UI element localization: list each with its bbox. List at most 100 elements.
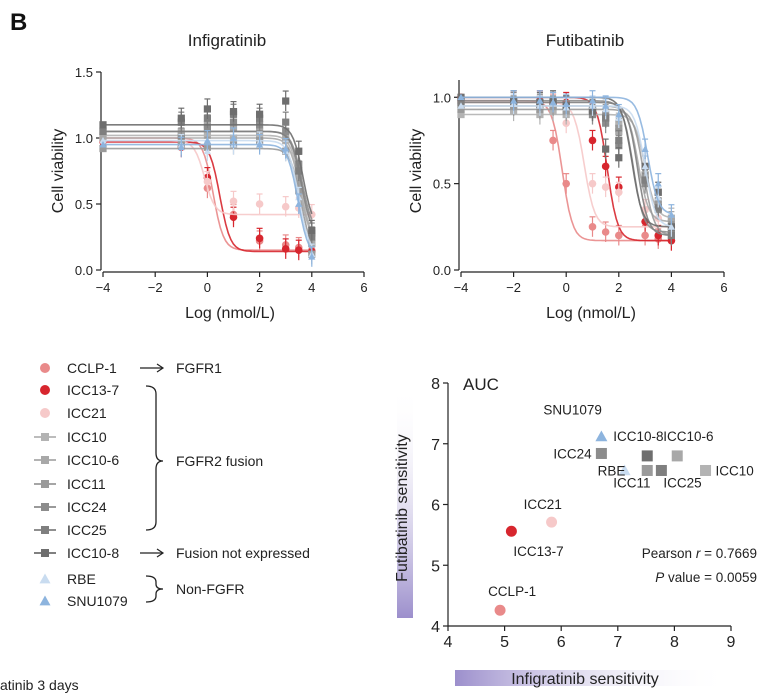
data-point [281,202,290,211]
scatter-point [505,525,517,537]
data-point [602,102,610,109]
group-label-non-fgfr: Non-FGFR [176,581,244,597]
data-point [99,141,107,148]
infigratinib-gradient-wedge [455,670,730,686]
data-point [281,245,290,253]
data-point [588,136,597,145]
footer-text: atinib 3 days [0,677,79,693]
data-point [203,105,211,113]
x-tick-label: 4 [308,280,315,295]
x-tick-label: 0 [204,280,211,295]
data-point [99,137,107,144]
data-point [562,100,570,108]
chart-title: AUC [463,375,499,394]
x-tick-label: 0 [563,280,570,295]
futibatinib-dose-response-chart: Futibatinib Cell viability Log (nmol/L) … [408,31,728,322]
data-point [457,102,465,109]
data-point [457,110,465,119]
scatter-point [641,464,653,476]
scatter-point [595,447,607,459]
x-tick-label: 4 [444,634,453,651]
data-point [654,180,662,187]
data-point [308,253,316,260]
data-point [457,93,465,101]
data-point [203,147,211,155]
data-point [601,183,610,191]
brace-icon [145,385,164,531]
brace-icon [145,575,164,603]
x-tick-label: 4 [668,280,675,295]
data-point [615,110,623,118]
data-point [667,223,675,230]
data-point [510,97,518,104]
data-point [229,197,238,206]
data-point [641,176,649,184]
y-tick-label: 1.0 [75,131,93,146]
legend-marker-icon [41,456,49,464]
point-label: ICC13-7 [513,544,563,559]
point-label: RBE [598,463,626,478]
data-point [295,167,303,175]
point-label: CCLP-1 [488,584,536,599]
data-point [615,124,623,132]
infigratinib-dose-response-chart: Infigratinib Cell viability Log (nmol/L)… [50,31,368,322]
y-tick-label: 4 [431,619,440,636]
data-point [615,136,623,145]
data-point [549,136,557,145]
x-tick-label: −2 [148,280,163,295]
data-point [601,228,610,236]
data-point [294,246,303,254]
data-point [99,127,107,135]
data-point [308,226,316,234]
y-tick-label: 0.0 [433,263,451,278]
data-point [295,147,303,155]
scatter-point [618,464,631,476]
legend-label: ICC13-7 [67,382,119,398]
scatter-point [671,450,683,462]
data-point [549,98,557,106]
chart-title: Futibatinib [546,31,624,50]
x-tick-label: 6 [360,280,367,295]
data-point [615,231,623,240]
point-label: SNU1079 [543,402,602,417]
data-point [282,118,290,126]
y-tick-label: 0.0 [75,263,93,278]
legend-marker-icon [40,385,50,395]
x-tick-label: 5 [500,634,509,651]
point-label: ICC24 [553,446,592,461]
data-point [588,223,597,231]
data-point [641,162,649,170]
x-tick-label: −4 [454,280,469,295]
y-tick-label: 1.0 [433,90,451,105]
data-point [457,105,465,113]
data-point [654,193,662,201]
group-label-fusion-not-expressed: Fusion not expressed [176,545,310,561]
legend-marker-icon [41,480,49,488]
scatter-point [655,464,667,476]
data-point [255,234,264,243]
y-tick-label: 7 [431,437,440,454]
legend-marker-icon [41,526,49,534]
data-point [203,137,211,144]
data-point [667,211,675,218]
x-axis-label: Log (nmol/L) [185,305,275,322]
data-point [282,144,290,152]
data-point [229,213,238,221]
x-tick-label: 2 [615,280,622,295]
x-axis-label: Infigratinib sensitivity [511,671,659,688]
pearson-stat: Pearson r = 0.7669 [642,546,757,561]
data-point [256,110,264,118]
y-axis-label: Cell viability [408,129,425,213]
x-tick-label: −2 [506,280,521,295]
legend-marker-icon [39,573,51,584]
data-point [99,144,107,153]
data-point [562,179,570,188]
legend-label: ICC10-8 [67,545,119,561]
legend-label: ICC10 [67,429,107,445]
data-point [229,108,238,116]
chart-title: Infigratinib [188,31,266,50]
legend-label: ICC21 [67,405,107,421]
data-point [602,145,610,153]
x-tick-label: −4 [96,280,111,295]
data-point [282,97,290,105]
